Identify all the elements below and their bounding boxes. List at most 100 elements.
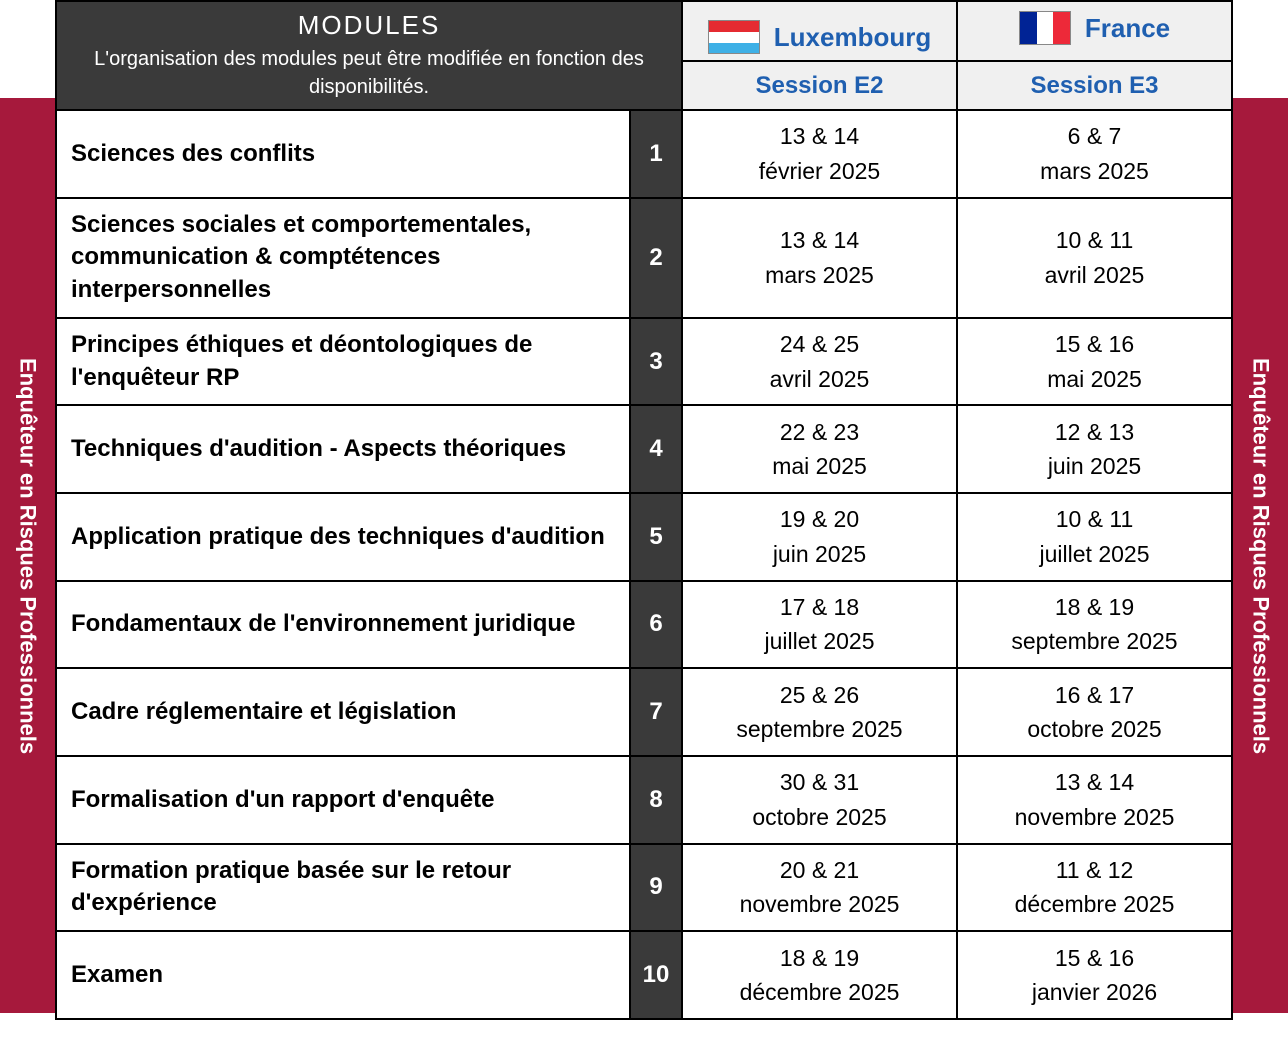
- country-name: France: [1085, 13, 1170, 44]
- module-number-cell: 4: [630, 405, 682, 493]
- module-number-cell: 7: [630, 668, 682, 756]
- date-month: janvier 2026: [964, 975, 1225, 1010]
- date-days: 15 & 16: [964, 941, 1225, 976]
- date-month: avril 2025: [964, 258, 1225, 293]
- date-days: 18 & 19: [964, 590, 1225, 625]
- date-cell: 10 & 11avril 2025: [957, 198, 1232, 318]
- modules-title: MODULES: [69, 10, 669, 41]
- date-month: décembre 2025: [964, 887, 1225, 922]
- date-month: juillet 2025: [689, 624, 950, 659]
- date-days: 25 & 26: [689, 678, 950, 713]
- module-number-cell: 6: [630, 581, 682, 669]
- side-label-left: Enquêteur en Risques Professionnels: [0, 98, 55, 1013]
- modules-subtitle: L'organisation des modules peut être mod…: [69, 45, 669, 101]
- date-month: avril 2025: [689, 362, 950, 397]
- date-cell: 15 & 16mai 2025: [957, 318, 1232, 406]
- date-cell: 20 & 21novembre 2025: [682, 844, 957, 932]
- module-name-cell: Formation pratique basée sur le retour d…: [56, 844, 630, 932]
- date-cell: 12 & 13juin 2025: [957, 405, 1232, 493]
- france-flag-icon: [1019, 11, 1071, 45]
- date-cell: 30 & 31octobre 2025: [682, 756, 957, 844]
- date-days: 15 & 16: [964, 327, 1225, 362]
- date-days: 10 & 11: [964, 502, 1225, 537]
- module-number-cell: 1: [630, 110, 682, 198]
- date-days: 12 & 13: [964, 415, 1225, 450]
- module-number-cell: 3: [630, 318, 682, 406]
- date-cell: 13 & 14mars 2025: [682, 198, 957, 318]
- module-name-cell: Formalisation d'un rapport d'enquête: [56, 756, 630, 844]
- date-days: 20 & 21: [689, 853, 950, 888]
- date-days: 13 & 14: [689, 119, 950, 154]
- date-cell: 10 & 11juillet 2025: [957, 493, 1232, 581]
- flag-stripe: [1053, 12, 1070, 44]
- date-month: mai 2025: [689, 449, 950, 484]
- date-month: juin 2025: [964, 449, 1225, 484]
- date-month: septembre 2025: [689, 712, 950, 747]
- date-days: 6 & 7: [964, 119, 1225, 154]
- module-name-cell: Sciences des conflits: [56, 110, 630, 198]
- country-header-1: France: [957, 1, 1232, 61]
- date-month: mars 2025: [689, 258, 950, 293]
- flag-stripe: [709, 21, 759, 32]
- date-month: juillet 2025: [964, 537, 1225, 572]
- table-row: Cadre réglementaire et législation725 & …: [56, 668, 1232, 756]
- side-label-right: Enquêteur en Risques Professionnels: [1233, 98, 1288, 1013]
- country-header-0: Luxembourg: [682, 1, 957, 61]
- date-month: octobre 2025: [689, 800, 950, 835]
- date-cell: 15 & 16janvier 2026: [957, 931, 1232, 1019]
- date-month: décembre 2025: [689, 975, 950, 1010]
- module-name-cell: Examen: [56, 931, 630, 1019]
- date-cell: 16 & 17octobre 2025: [957, 668, 1232, 756]
- date-days: 16 & 17: [964, 678, 1225, 713]
- flag-stripe: [709, 32, 759, 43]
- date-days: 19 & 20: [689, 502, 950, 537]
- module-name-cell: Techniques d'audition - Aspects théoriqu…: [56, 405, 630, 493]
- table-row: Formalisation d'un rapport d'enquête830 …: [56, 756, 1232, 844]
- modules-table: MODULES L'organisation des modules peut …: [55, 0, 1233, 1020]
- page-wrapper: Enquêteur en Risques Professionnels MODU…: [0, 0, 1288, 1013]
- module-name-cell: Principes éthiques et déontologiques de …: [56, 318, 630, 406]
- luxembourg-flag-icon: [708, 20, 760, 54]
- flag-stripe: [709, 43, 759, 54]
- date-days: 11 & 12: [964, 853, 1225, 888]
- date-cell: 25 & 26septembre 2025: [682, 668, 957, 756]
- date-days: 13 & 14: [689, 223, 950, 258]
- country-name: Luxembourg: [774, 22, 931, 53]
- module-number-cell: 10: [630, 931, 682, 1019]
- flag-stripe: [1037, 12, 1054, 44]
- date-month: mars 2025: [964, 154, 1225, 189]
- table-row: Sciences sociales et comportementales, c…: [56, 198, 1232, 318]
- date-days: 22 & 23: [689, 415, 950, 450]
- table-row: Fondamentaux de l'environnement juridiqu…: [56, 581, 1232, 669]
- module-name-cell: Fondamentaux de l'environnement juridiqu…: [56, 581, 630, 669]
- date-month: novembre 2025: [964, 800, 1225, 835]
- date-days: 18 & 19: [689, 941, 950, 976]
- table-row: Sciences des conflits113 & 14février 202…: [56, 110, 1232, 198]
- date-days: 30 & 31: [689, 765, 950, 800]
- modules-header: MODULES L'organisation des modules peut …: [56, 1, 682, 110]
- date-cell: 11 & 12décembre 2025: [957, 844, 1232, 932]
- date-days: 24 & 25: [689, 327, 950, 362]
- date-days: 13 & 14: [964, 765, 1225, 800]
- date-cell: 22 & 23mai 2025: [682, 405, 957, 493]
- session-header-1: Session E3: [957, 61, 1232, 110]
- table-body: Sciences des conflits113 & 14février 202…: [56, 110, 1232, 1019]
- module-number-cell: 2: [630, 198, 682, 318]
- date-month: octobre 2025: [964, 712, 1225, 747]
- date-days: 17 & 18: [689, 590, 950, 625]
- table-row: Principes éthiques et déontologiques de …: [56, 318, 1232, 406]
- flag-stripe: [1020, 12, 1037, 44]
- date-cell: 18 & 19septembre 2025: [957, 581, 1232, 669]
- table-row: Formation pratique basée sur le retour d…: [56, 844, 1232, 932]
- date-cell: 13 & 14février 2025: [682, 110, 957, 198]
- date-cell: 24 & 25avril 2025: [682, 318, 957, 406]
- module-number-cell: 5: [630, 493, 682, 581]
- date-cell: 18 & 19décembre 2025: [682, 931, 957, 1019]
- table-row: Techniques d'audition - Aspects théoriqu…: [56, 405, 1232, 493]
- date-cell: 6 & 7mars 2025: [957, 110, 1232, 198]
- date-month: novembre 2025: [689, 887, 950, 922]
- header-row-1: MODULES L'organisation des modules peut …: [56, 1, 1232, 61]
- date-cell: 19 & 20juin 2025: [682, 493, 957, 581]
- date-cell: 13 & 14novembre 2025: [957, 756, 1232, 844]
- table-row: Application pratique des techniques d'au…: [56, 493, 1232, 581]
